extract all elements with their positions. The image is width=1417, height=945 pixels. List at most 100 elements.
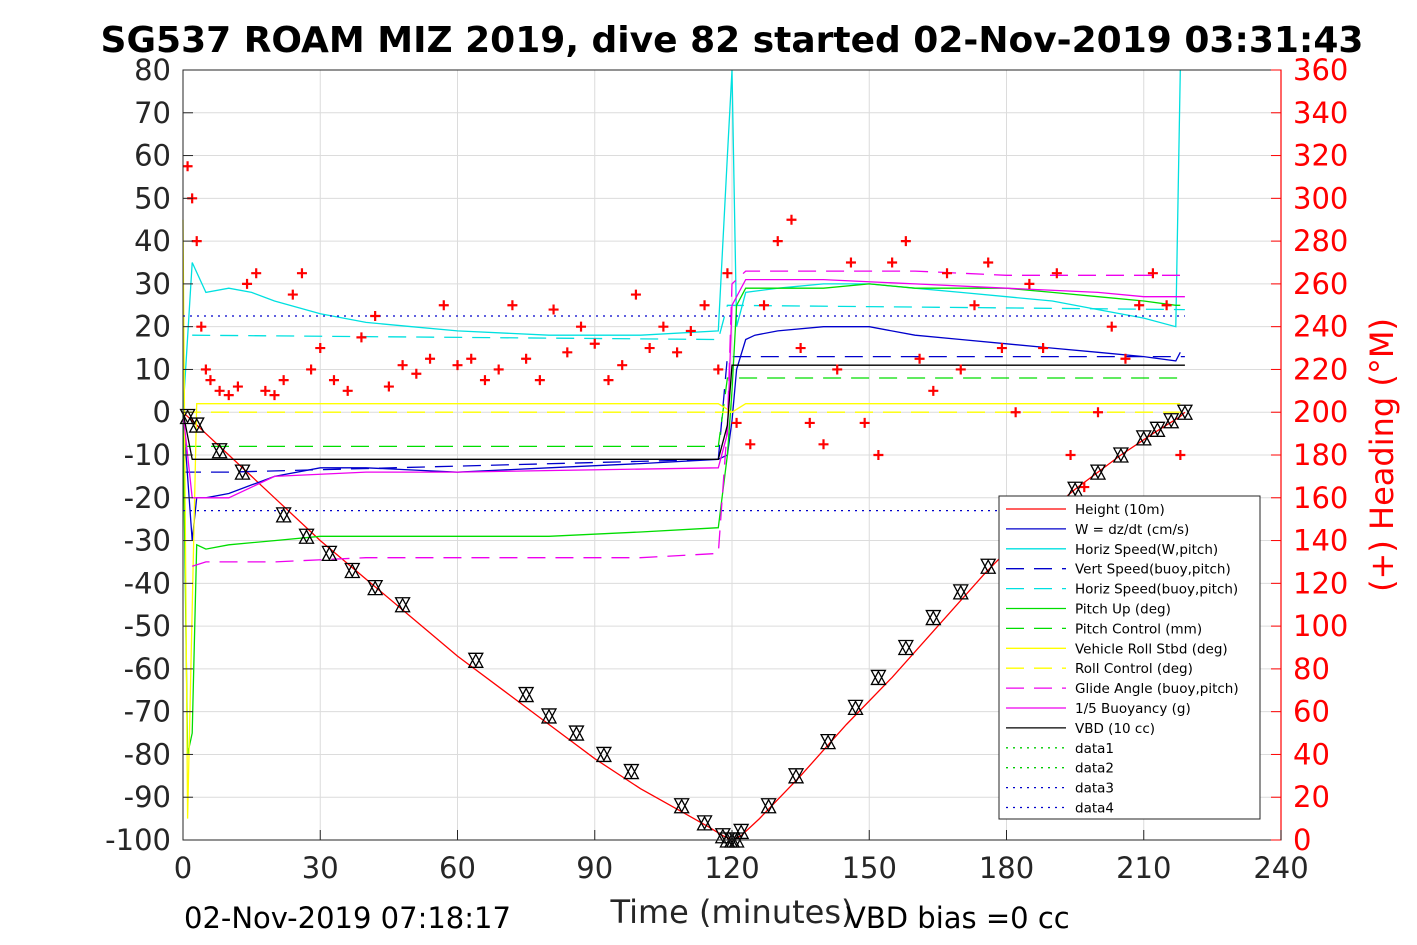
heading-point <box>795 343 806 354</box>
heading-point <box>1120 353 1131 364</box>
depth-marker <box>211 443 228 459</box>
heading-point <box>731 417 742 428</box>
heading-point <box>772 236 783 247</box>
y-right-tick-label: 240 <box>1293 310 1348 344</box>
y-right-tick-label: 60 <box>1293 695 1330 729</box>
depth-marker <box>1149 421 1166 437</box>
y-tick-label: -30 <box>124 524 171 558</box>
depth-marker <box>540 708 558 724</box>
heading-point <box>223 390 234 401</box>
heading-point <box>370 310 381 321</box>
heading-point <box>928 385 939 396</box>
heading-point <box>900 236 911 247</box>
heading-point <box>342 385 353 396</box>
series-line <box>192 270 1185 567</box>
heading-point <box>425 353 436 364</box>
y-tick-label: -20 <box>124 481 171 515</box>
footer-timestamp: 02-Nov-2019 07:18:17 <box>184 901 511 935</box>
depth-marker <box>1176 404 1194 420</box>
heading-point <box>315 343 326 354</box>
depth-marker <box>733 823 750 840</box>
legend: Height (10m) W = dz/dt (cm/s) Horiz Speed(… <box>998 495 1261 820</box>
heading-point <box>328 375 339 386</box>
heading-point <box>887 257 898 268</box>
heading-point <box>452 360 463 371</box>
y-tick-label: 70 <box>134 96 171 130</box>
heading-point <box>983 257 994 268</box>
legend-label: data3 <box>1075 781 1114 797</box>
depth-marker <box>595 746 612 763</box>
heading-point <box>1065 450 1076 460</box>
x-tick-label: 60 <box>439 851 476 885</box>
depth-marker <box>275 507 292 523</box>
y-tick-label: -60 <box>124 652 171 686</box>
heading-point <box>1093 407 1103 418</box>
y-right-tick-label: 160 <box>1293 481 1348 515</box>
legend-label: VBD (10 cc) <box>1075 721 1155 737</box>
heading-point <box>576 321 587 332</box>
depth-marker <box>234 464 251 480</box>
heading-point <box>278 375 289 386</box>
y-right-tick-label: 300 <box>1293 181 1348 215</box>
heading-point <box>1010 407 1021 418</box>
depth-marker <box>367 579 384 596</box>
y-tick-label: -70 <box>124 695 171 729</box>
heading-point <box>534 375 545 386</box>
depth-marker <box>980 558 997 574</box>
x-axis-ticks: 0 30 60 90 120 150 180 210 240 <box>174 830 1309 885</box>
heading-point <box>942 268 953 279</box>
depth-marker <box>188 417 205 433</box>
legend-label: Glide Angle (buoy,pitch) <box>1075 681 1239 697</box>
heading-point <box>521 353 532 364</box>
footer-vbd-bias: VBD bias =0 cc <box>846 901 1070 935</box>
y-right-tick-label: 320 <box>1293 139 1348 173</box>
heading-point <box>1175 450 1186 460</box>
depth-marker <box>321 545 338 562</box>
depth-marker <box>179 408 196 425</box>
depth-marker <box>1135 430 1152 446</box>
heading-point <box>507 300 518 311</box>
y-tick-label: -100 <box>105 823 171 857</box>
heading-point <box>269 390 280 401</box>
heading-layer <box>182 161 1186 493</box>
y-axis-left-ticks: 80 70 60 50 40 30 20 10 0 -10 -20 -30 -40 -50 -60 -70 -8… <box>105 53 193 857</box>
legend-label: Horiz Speed(W,pitch) <box>1075 542 1218 558</box>
x-tick-label: 120 <box>704 851 759 885</box>
heading-point <box>214 385 225 396</box>
heading-point <box>411 368 422 379</box>
heading-point <box>914 353 925 364</box>
y-right-tick-label: 260 <box>1293 267 1348 301</box>
depth-marker <box>673 798 690 814</box>
depth-marker <box>760 798 777 814</box>
heading-point <box>644 343 655 354</box>
heading-point <box>969 300 980 311</box>
depth-marker <box>819 733 837 750</box>
heading-point <box>722 268 733 279</box>
y-tick-label: 60 <box>134 139 171 173</box>
y-tick-label: 30 <box>134 267 171 301</box>
heading-point <box>182 161 193 172</box>
heading-point <box>191 236 202 247</box>
legend-label: data4 <box>1075 801 1114 817</box>
heading-point <box>589 338 600 349</box>
legend-label: W = dz/dt (cm/s) <box>1075 522 1189 538</box>
heading-point <box>232 381 243 392</box>
heading-point <box>685 325 696 336</box>
x-tick-label: 150 <box>842 851 897 885</box>
y-tick-label: 10 <box>134 352 171 386</box>
legend-label: 1/5 Buoyancy (g) <box>1075 701 1191 717</box>
heading-point <box>479 375 490 386</box>
heading-point <box>260 385 271 396</box>
heading-point <box>1024 278 1035 289</box>
y-right-tick-label: 200 <box>1293 395 1348 429</box>
depth-marker <box>568 725 585 741</box>
depth-marker <box>1089 464 1107 480</box>
x-tick-label: 240 <box>1253 851 1308 885</box>
heading-point <box>1038 343 1049 354</box>
y-tick-label: -10 <box>124 438 171 472</box>
x-tick-label: 90 <box>576 851 613 885</box>
heading-point <box>562 347 573 358</box>
heading-point <box>296 268 307 279</box>
heading-point <box>200 364 211 375</box>
y-right-tick-label: 0 <box>1293 823 1311 857</box>
